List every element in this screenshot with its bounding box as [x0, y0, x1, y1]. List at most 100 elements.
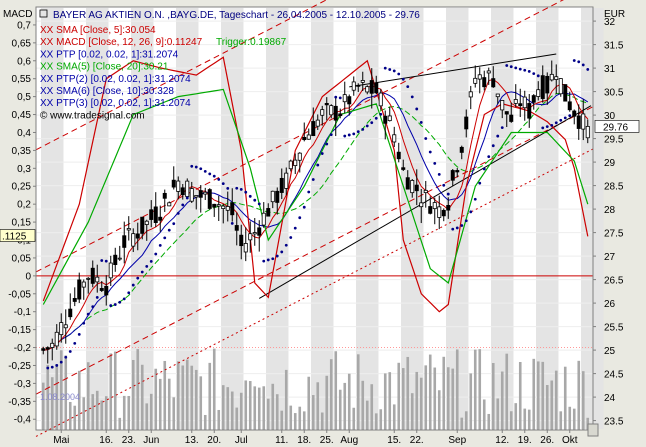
macd-axis-label: MACD — [3, 9, 32, 20]
sar-dot — [379, 112, 383, 116]
sar-dot — [280, 250, 284, 254]
volume-bar — [401, 368, 405, 430]
candle-body — [531, 95, 536, 103]
price-tick-label: 28 — [604, 205, 616, 216]
macd-tick-label: 0,15 — [12, 218, 32, 229]
candle-body — [198, 190, 203, 198]
candle-body — [149, 209, 154, 220]
volume-bar — [415, 371, 419, 430]
legend-entry: XX SMA [Close, 5]:30.054 — [40, 25, 156, 36]
sar-dot — [329, 133, 333, 137]
grid-band — [41, 8, 64, 429]
price-tick-label: 31 — [604, 64, 616, 75]
candle-body — [423, 189, 428, 194]
volume-bar — [545, 385, 549, 430]
macd-trigger-line — [42, 88, 589, 305]
x-tick-label: 23. — [122, 435, 136, 446]
volume-bar — [464, 411, 468, 430]
volume-bar — [203, 414, 207, 430]
volume-bar — [239, 392, 243, 430]
volume-bar — [302, 411, 306, 430]
candle-body — [275, 190, 280, 203]
candle-body — [351, 81, 356, 91]
sar-dot — [491, 144, 495, 148]
candle-body — [41, 348, 46, 351]
candle-body — [432, 202, 437, 210]
candle-body — [72, 297, 77, 302]
candle-body — [563, 84, 568, 102]
price-tick-label: 31.5 — [604, 41, 624, 52]
sar-dot — [415, 107, 419, 111]
volume-bar — [523, 408, 527, 430]
volume-bar — [563, 366, 567, 430]
candle-body — [320, 109, 325, 116]
sar-dot — [352, 132, 356, 136]
volume-bar — [41, 382, 45, 430]
sar-dot — [370, 121, 374, 125]
candle-body — [122, 235, 127, 248]
sar-dot — [541, 126, 545, 130]
sar-dot — [437, 172, 441, 176]
last-price-value: 29.76 — [603, 122, 628, 133]
macd-tick-label: -0,15 — [8, 325, 31, 336]
sar-dot — [217, 178, 221, 181]
volume-bar — [104, 396, 108, 430]
sar-dot — [401, 77, 405, 81]
x-tick-label: 11. — [275, 435, 288, 446]
macd-tick-label: -0,3 — [14, 379, 32, 390]
volume-bar — [118, 417, 122, 430]
volume-bar — [275, 394, 279, 430]
macd-tick-label: 0,6 — [17, 56, 31, 67]
candle-body — [95, 276, 100, 283]
macd-tick-label: 0,4 — [17, 128, 31, 139]
volume-bar — [559, 411, 563, 430]
legend-entry: XX PTP(2) [0.02, 0.02, 1]:31.2074 — [40, 74, 191, 85]
candle-body — [243, 243, 248, 253]
volume-bar — [131, 359, 135, 430]
sar-dot — [487, 155, 491, 159]
price-tick-label: 29.5 — [604, 135, 624, 146]
sar-dot — [424, 137, 428, 140]
candle-body — [167, 202, 172, 207]
candle-body — [369, 80, 374, 94]
sar-dot — [545, 125, 549, 129]
macd-current-value: .1125 — [2, 232, 27, 243]
sar-dot — [212, 174, 216, 178]
sar-dot — [208, 172, 212, 176]
volume-bar — [572, 408, 576, 430]
candle-body — [360, 80, 365, 83]
volume-bar — [167, 378, 171, 430]
sar-dot — [361, 127, 365, 131]
sar-dot — [113, 303, 117, 306]
candle-body — [338, 113, 343, 117]
volume-bar — [536, 361, 540, 430]
sar-dot — [199, 167, 203, 171]
volume-bar — [361, 380, 365, 430]
sar-dot — [500, 126, 504, 129]
sar-dot — [64, 355, 68, 359]
candle-body — [239, 234, 244, 247]
legend-entry: XX SMA(6) [Close, 10]:30.328 — [40, 86, 174, 97]
volume-bar — [172, 397, 176, 430]
price-tick-label: 26 — [604, 299, 616, 310]
candle-body — [374, 82, 379, 94]
candle-body — [441, 209, 446, 217]
candle-body — [171, 179, 176, 188]
candle-body — [486, 70, 491, 74]
sar-dot — [442, 183, 446, 187]
price-tick-label: 24.5 — [604, 370, 624, 381]
volume-bar — [446, 367, 450, 430]
volume-bar — [500, 371, 504, 430]
volume-bar — [109, 353, 113, 430]
sar-dot — [46, 366, 50, 370]
candle-body — [437, 206, 442, 218]
volume-bar — [226, 387, 230, 430]
candle-body — [104, 285, 109, 296]
sar-dot — [194, 165, 198, 169]
candle-body — [329, 105, 334, 116]
sar-dot — [127, 291, 131, 295]
support-trendline — [258, 105, 592, 299]
candle-body — [99, 288, 104, 291]
